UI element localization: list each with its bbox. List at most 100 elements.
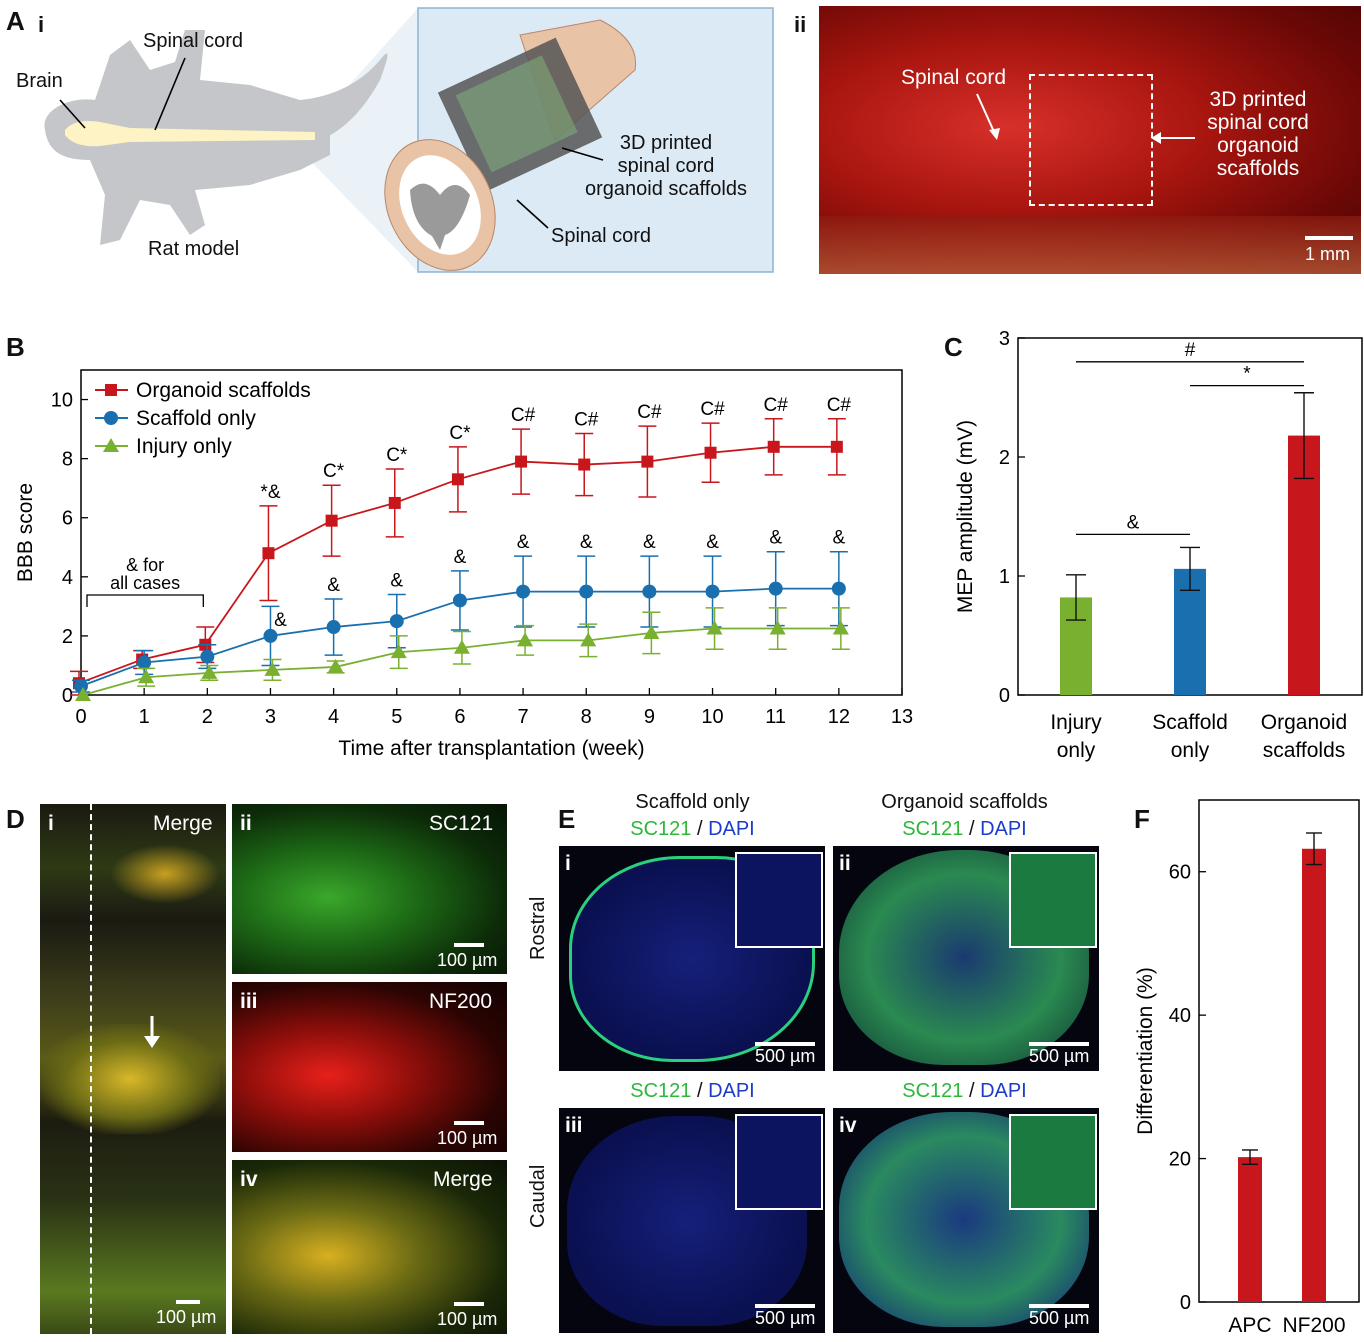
data-point-circle	[263, 628, 278, 643]
slash-text: /	[691, 818, 709, 840]
data-point-square	[641, 455, 654, 468]
bar	[1238, 1157, 1262, 1302]
d-ii-label: ii	[240, 812, 252, 835]
microscopy-d-iv: iv Merge 100 µm	[232, 1160, 507, 1334]
legend-label: Injury only	[136, 435, 232, 458]
rostral-label: Rostral	[527, 896, 549, 960]
data-point-triangle	[327, 658, 344, 673]
data-point-circle	[137, 655, 152, 670]
significance-mark: &	[833, 528, 846, 549]
data-point-square	[262, 547, 275, 560]
y-tick-label: 8	[62, 449, 73, 471]
significance-mark: &	[327, 575, 340, 596]
x-tick-label: 7	[518, 706, 529, 728]
plot-frame	[80, 369, 903, 696]
data-point-square	[515, 455, 528, 468]
dapi-text: DAPI	[980, 1080, 1027, 1102]
e-iv-inset	[1009, 1114, 1097, 1210]
e-col2-title: Organoid scaffolds	[881, 791, 1048, 813]
data-point-circle	[516, 584, 531, 599]
e-ii-scale-label: 500 µm	[1029, 1046, 1090, 1066]
microscopy-e-i: i 500 µm	[559, 846, 825, 1071]
dapi-text: DAPI	[980, 818, 1027, 840]
y-tick-label: 0	[1180, 1292, 1191, 1314]
d-iii-scale-bar	[454, 1121, 484, 1125]
e-iii-scale-label: 500 µm	[755, 1308, 816, 1328]
x-tick-label: only	[1057, 739, 1096, 762]
legend-label: Scaffold only	[136, 407, 256, 430]
data-point-circle	[326, 620, 341, 635]
d-i-scale-bar	[176, 1300, 200, 1304]
panel-label-a: A	[6, 6, 25, 36]
spinal-cord-label: Spinal cord	[143, 30, 244, 52]
significance-mark: C#	[637, 402, 662, 423]
panel-a-sub-i: i	[38, 12, 45, 37]
significance-mark: &	[580, 532, 593, 553]
microscopy-d-ii: ii SC121 100 µm	[232, 804, 507, 974]
significance-mark: C#	[827, 395, 852, 416]
data-point-triangle	[769, 620, 786, 635]
y-tick-label: 10	[51, 390, 73, 412]
plot-frame	[1198, 799, 1360, 1303]
x-tick-label: APC	[1228, 1314, 1271, 1337]
data-point-triangle	[706, 620, 723, 635]
e-iii-label: iii	[565, 1114, 583, 1137]
d-iv-merge-label: Merge	[433, 1168, 493, 1191]
scaffold-label: 3D printed spinal cord organoid scaffold…	[566, 132, 766, 201]
d-iv-scale-bar	[454, 1302, 484, 1306]
caudal-label: Caudal	[527, 1164, 549, 1228]
photo-label-4: scaffolds	[1216, 157, 1300, 180]
sc121-text: SC121	[630, 818, 692, 840]
x-tick-label: 4	[328, 706, 339, 728]
significance-mark: C#	[574, 410, 599, 431]
data-point-square	[830, 440, 843, 453]
y-tick-label: 20	[1169, 1149, 1191, 1171]
x-tick-label: NF200	[1282, 1314, 1345, 1337]
photo-scale-bar	[1305, 236, 1353, 240]
significance-mark: C#	[511, 405, 536, 426]
legend-marker	[104, 411, 118, 425]
d-ii-scale-label: 100 µm	[437, 950, 498, 970]
scaffold-label-2: spinal cord	[617, 155, 715, 177]
bracket	[86, 594, 204, 607]
data-point-square	[325, 514, 338, 527]
d-iii-nf200-label: NF200	[429, 990, 493, 1013]
slash-text: /	[963, 818, 981, 840]
bracket-label-1: & for	[126, 555, 164, 575]
data-point-circle	[579, 584, 594, 599]
e-iv-label: iv	[839, 1114, 857, 1137]
y-tick-label: 3	[999, 328, 1010, 350]
y-axis-label: MEP amplitude (mV)	[954, 420, 977, 613]
down-arrow-icon	[144, 1016, 160, 1048]
y-tick-label: 0	[62, 685, 73, 707]
photo-label-3: organoid	[1217, 134, 1299, 157]
slash-text: /	[963, 1080, 981, 1102]
scaffold-roi-box	[1029, 74, 1153, 206]
chart-c-mep-amplitude: 0 1 2 3 MEP amplitude (mV) Injury only Scaffold…	[954, 328, 1363, 762]
x-tick-label: scaffolds	[1263, 739, 1346, 762]
scaffold-label-1: 3D printed	[619, 132, 713, 154]
y-axis-label: BBB score	[14, 483, 37, 582]
x-tick-label: 1	[139, 706, 150, 728]
photo-lower-tissue	[819, 216, 1361, 274]
scaffold-arrow	[561, 147, 604, 161]
d-ii-scale-bar	[454, 943, 484, 947]
microscopy-d-i: i Merge 100 µm	[40, 804, 226, 1334]
panel-a-sub-ii: ii	[794, 12, 807, 37]
e-iv-scale-bar	[1029, 1304, 1089, 1308]
data-point-triangle	[832, 620, 849, 635]
x-tick-label: 6	[454, 706, 465, 728]
dapi-text: DAPI	[708, 818, 755, 840]
e-ii-label: ii	[839, 852, 851, 875]
x-tick-label: Injury	[1050, 711, 1102, 734]
panel-label-e: E	[558, 804, 576, 834]
spinal-cord-label-2: Spinal cord	[551, 225, 652, 247]
e-i-scale-bar	[755, 1042, 815, 1046]
signal-blob-2	[40, 1024, 220, 1134]
surgery-photo: Spinal cord 3D printed spinal cord organ…	[819, 6, 1361, 274]
x-tick-label: 0	[75, 706, 86, 728]
e-i-scale-label: 500 µm	[755, 1046, 816, 1066]
brain-arrow	[59, 99, 86, 129]
y-tick-label: 2	[62, 626, 73, 648]
